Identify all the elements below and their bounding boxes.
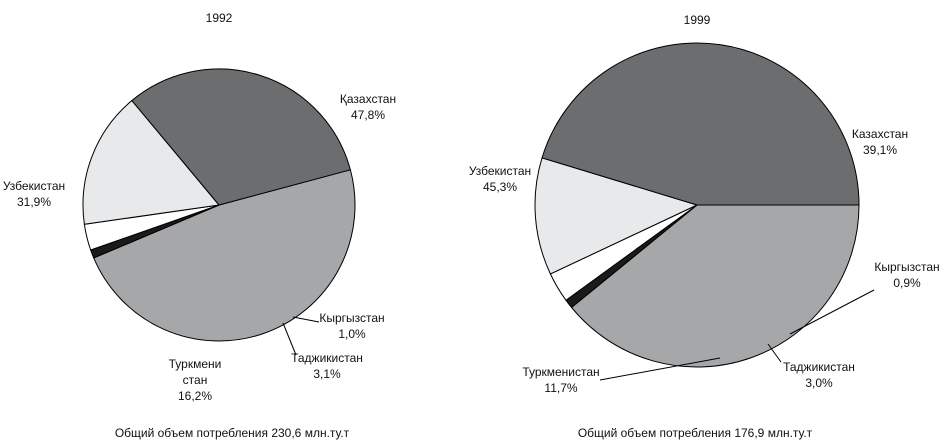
slice-label-line: 1,0% [338, 327, 366, 341]
slice-label-kaz: Казахстан 39,1% [852, 127, 908, 157]
slice-label-line: Кыргызстан [874, 260, 939, 274]
leader-line-kyr [789, 289, 875, 335]
leader-line-taj [282, 322, 297, 356]
pie-slice-tur [534, 157, 699, 275]
leader-line-kyr [292, 316, 320, 323]
slice-label-line: 3,1% [313, 367, 341, 381]
slice-label-uzb: Узбекистан 45,3% [469, 164, 531, 194]
slice-label-line: Таджикистан [291, 351, 363, 365]
chart-caption-1999: Общий объем потребления 176,9 млн.ту.т [578, 426, 813, 440]
slice-label-tur: Туркменистан 11,7% [522, 365, 599, 395]
chart-caption-1992: Общий объем потребления 230,6 млн.ту.т [115, 426, 350, 440]
slice-label-line: Казахстан [852, 127, 908, 141]
slice-label-line: 45,3% [483, 180, 517, 194]
slice-label-taj: Таджикистан 3,0% [783, 360, 855, 390]
slice-label-kyr: Кыргызстан 0,9% [874, 260, 939, 290]
chart-title-1992: 1992 [206, 11, 233, 25]
slice-label-line: 0,9% [893, 276, 921, 290]
slice-label-kaz: Қазахстан 47,8% [340, 92, 396, 122]
pie-slice-uzb [541, 42, 860, 206]
slice-label-kyr: Кыргызстан 1,0% [319, 311, 384, 341]
slice-label-line: 3,0% [805, 376, 833, 390]
slice-label-line: Кыргызстан [319, 311, 384, 325]
slice-label-line: Узбекистан [469, 164, 531, 178]
slice-label-line: Таджикистан [783, 360, 855, 374]
pie-chart-1992: 1992 Қазахстан 47,8% Кыргызстан 1,0% Таджики… [3, 11, 396, 440]
pie-slice-kaz [93, 169, 356, 342]
leader-line-tur [599, 357, 721, 381]
slice-label-line: Туркмени [169, 357, 222, 371]
slice-label-line: 16,2% [178, 389, 212, 403]
leader-line-taj [767, 343, 782, 363]
slice-label-tur: Туркмени стан 16,2% [169, 357, 222, 403]
slice-label-taj: Таджикистан 3,1% [291, 351, 363, 381]
chart-title-1999: 1999 [684, 13, 711, 27]
slice-label-line: Узбекистан [3, 179, 65, 193]
pie-slice-tur [82, 99, 220, 225]
slice-label-line: 31,9% [17, 195, 51, 209]
slice-label-line: 39,1% [863, 143, 897, 157]
slice-label-line: Қазахстан [340, 92, 396, 106]
slice-label-line: Туркменистан [522, 365, 599, 379]
pie-slices-1999 [534, 42, 860, 368]
pie-slice-kaz [570, 204, 860, 368]
pie-chart-1999: 1999 Казахстан 39,1% Кыргызстан 0,9% Таджики… [469, 13, 939, 440]
slice-label-line: 11,7% [544, 381, 577, 395]
slice-labels-1992: Қазахстан 47,8% Кыргызстан 1,0% Таджикистан 3… [3, 92, 396, 403]
pie-slices-1992 [82, 68, 356, 342]
pie-slice-uzb [131, 68, 351, 206]
slice-labels-1999: Казахстан 39,1% Кыргызстан 0,9% Таджикистан 3… [469, 127, 939, 395]
slice-label-line: стан [183, 373, 208, 387]
slice-label-uzb: Узбекистан 31,9% [3, 179, 65, 209]
slice-label-line: 47,8% [351, 108, 385, 122]
